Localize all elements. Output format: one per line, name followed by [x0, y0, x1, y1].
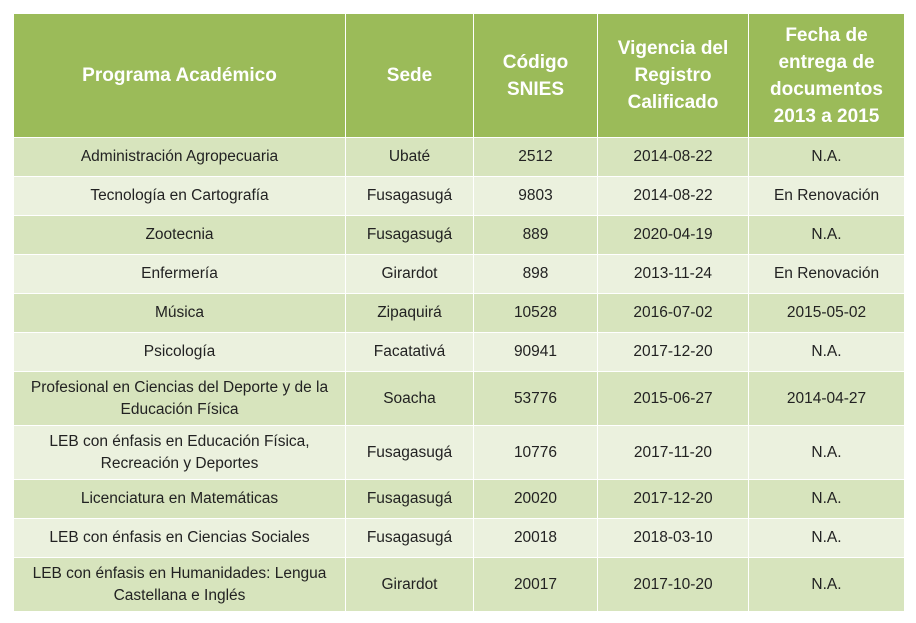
table-row: Música Zipaquirá 10528 2016-07-02 2015-0… — [13, 293, 905, 333]
cell-codigo: 898 — [473, 254, 598, 294]
table-row: LEB con énfasis en Ciencias Sociales Fus… — [13, 518, 905, 558]
cell-fecha: N.A. — [748, 425, 905, 480]
cell-fecha: N.A. — [748, 215, 905, 255]
cell-programa: Administración Agropecuaria — [13, 137, 346, 177]
table-row: Enfermería Girardot 898 2013-11-24 En Re… — [13, 254, 905, 294]
cell-fecha: En Renovación — [748, 176, 905, 216]
cell-sede: Fusagasugá — [345, 479, 474, 519]
cell-vigencia: 2017-12-20 — [597, 479, 749, 519]
cell-fecha: N.A. — [748, 332, 905, 372]
cell-vigencia: 2014-08-22 — [597, 176, 749, 216]
cell-programa: LEB con énfasis en Ciencias Sociales — [13, 518, 346, 558]
cell-fecha: N.A. — [748, 137, 905, 177]
header-vigencia: Vigencia del Registro Calificado — [597, 13, 749, 138]
cell-vigencia: 2017-10-20 — [597, 557, 749, 612]
cell-sede: Fusagasugá — [345, 215, 474, 255]
cell-programa: Profesional en Ciencias del Deporte y de… — [13, 371, 346, 426]
cell-fecha: N.A. — [748, 557, 905, 612]
cell-codigo: 20020 — [473, 479, 598, 519]
cell-codigo: 2512 — [473, 137, 598, 177]
programs-table: Programa Académico Sede Código SNIES Vig… — [13, 13, 905, 612]
table-row: Tecnología en Cartografía Fusagasugá 980… — [13, 176, 905, 216]
cell-vigencia: 2017-11-20 — [597, 425, 749, 480]
table-row: Profesional en Ciencias del Deporte y de… — [13, 371, 905, 426]
cell-programa: Psicología — [13, 332, 346, 372]
cell-sede: Soacha — [345, 371, 474, 426]
cell-fecha: 2015-05-02 — [748, 293, 905, 333]
cell-fecha: N.A. — [748, 479, 905, 519]
cell-sede: Fusagasugá — [345, 518, 474, 558]
cell-fecha: En Renovación — [748, 254, 905, 294]
cell-sede: Girardot — [345, 557, 474, 612]
table-row: LEB con énfasis en Humanidades: Lengua C… — [13, 557, 905, 612]
cell-programa: Enfermería — [13, 254, 346, 294]
cell-sede: Fusagasugá — [345, 176, 474, 216]
cell-fecha: N.A. — [748, 518, 905, 558]
cell-sede: Fusagasugá — [345, 425, 474, 480]
cell-codigo: 53776 — [473, 371, 598, 426]
cell-sede: Ubaté — [345, 137, 474, 177]
cell-vigencia: 2018-03-10 — [597, 518, 749, 558]
cell-vigencia: 2015-06-27 — [597, 371, 749, 426]
cell-codigo: 20017 — [473, 557, 598, 612]
cell-programa: LEB con énfasis en Educación Física, Rec… — [13, 425, 346, 480]
cell-programa: Música — [13, 293, 346, 333]
header-row: Programa Académico Sede Código SNIES Vig… — [13, 13, 905, 138]
cell-vigencia: 2020-04-19 — [597, 215, 749, 255]
cell-sede: Facatativá — [345, 332, 474, 372]
table-row: Administración Agropecuaria Ubaté 2512 2… — [13, 137, 905, 177]
cell-codigo: 20018 — [473, 518, 598, 558]
cell-codigo: 889 — [473, 215, 598, 255]
cell-codigo: 10528 — [473, 293, 598, 333]
table-row: LEB con énfasis en Educación Física, Rec… — [13, 425, 905, 480]
header-programa: Programa Académico — [13, 13, 346, 138]
cell-sede: Girardot — [345, 254, 474, 294]
cell-codigo: 10776 — [473, 425, 598, 480]
cell-vigencia: 2014-08-22 — [597, 137, 749, 177]
cell-programa: LEB con énfasis en Humanidades: Lengua C… — [13, 557, 346, 612]
header-fecha-entrega: Fecha de entrega de documentos 2013 a 20… — [748, 13, 905, 138]
table-row: Licenciatura en Matemáticas Fusagasugá 2… — [13, 479, 905, 519]
cell-programa: Zootecnia — [13, 215, 346, 255]
cell-vigencia: 2016-07-02 — [597, 293, 749, 333]
cell-programa: Tecnología en Cartografía — [13, 176, 346, 216]
table-row: Zootecnia Fusagasugá 889 2020-04-19 N.A. — [13, 215, 905, 255]
cell-fecha: 2014-04-27 — [748, 371, 905, 426]
table-row: Psicología Facatativá 90941 2017-12-20 N… — [13, 332, 905, 372]
header-sede: Sede — [345, 13, 474, 138]
cell-codigo: 90941 — [473, 332, 598, 372]
cell-programa: Licenciatura en Matemáticas — [13, 479, 346, 519]
cell-vigencia: 2017-12-20 — [597, 332, 749, 372]
cell-vigencia: 2013-11-24 — [597, 254, 749, 294]
cell-sede: Zipaquirá — [345, 293, 474, 333]
header-codigo-snies: Código SNIES — [473, 13, 598, 138]
cell-codigo: 9803 — [473, 176, 598, 216]
